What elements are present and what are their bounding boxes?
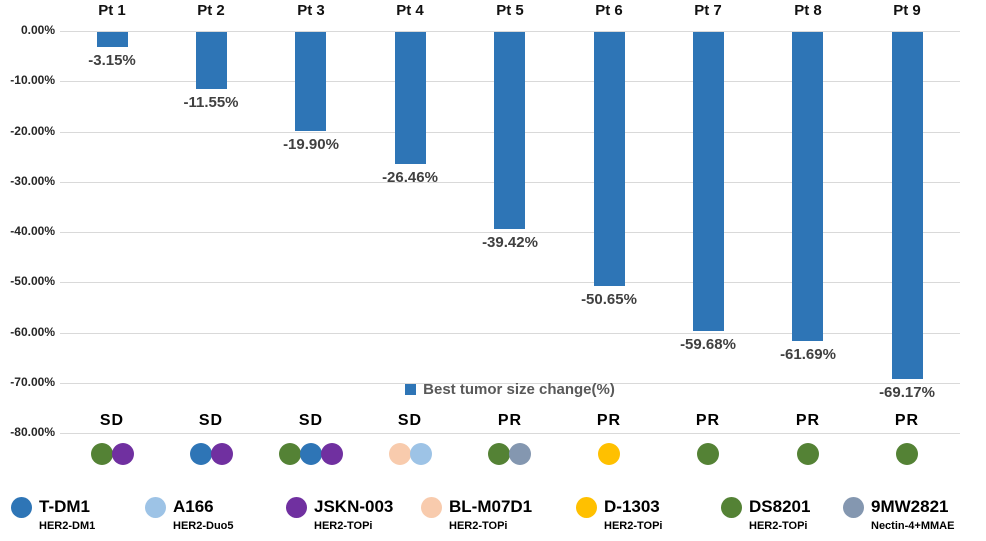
gridline [60, 433, 960, 434]
y-axis-tick-label: -80.00% [10, 425, 55, 439]
drug-dot-bl-m07d1 [389, 443, 411, 465]
series-legend: Best tumor size change(%) [60, 381, 960, 398]
category-label-pt-3: Pt 3 [297, 2, 325, 19]
category-label-pt-2: Pt 2 [197, 2, 225, 19]
gridline [60, 232, 960, 233]
response-label: PR [695, 412, 721, 429]
bar-value-label: -50.65% [581, 291, 637, 308]
drug-dot-ds8201 [488, 443, 510, 465]
y-axis-tick-label: -50.00% [10, 274, 55, 288]
y-axis-tick-label: -60.00% [10, 325, 55, 339]
drug-dot-ds8201 [797, 443, 819, 465]
response-label: SD [397, 412, 423, 429]
bar-pt-4 [395, 32, 426, 164]
response-label: PR [894, 412, 920, 429]
response-label: PR [795, 412, 821, 429]
category-label-pt-1: Pt 1 [98, 2, 126, 19]
drug-dot-a166 [410, 443, 432, 465]
y-axis-tick-label: -30.00% [10, 174, 55, 188]
bar-pt-5 [494, 32, 525, 229]
y-axis-tick-label: -70.00% [10, 375, 55, 389]
bar-value-label: -59.68% [680, 336, 736, 353]
bar-pt-1 [97, 32, 128, 47]
category-label-pt-6: Pt 6 [595, 2, 623, 19]
bar-value-label: -61.69% [780, 346, 836, 363]
drug-dot-t-dm1 [190, 443, 212, 465]
bar-value-label: -3.15% [88, 52, 136, 69]
response-label: PR [596, 412, 622, 429]
series-legend-label: Best tumor size change(%) [423, 381, 615, 398]
bar-pt-8 [792, 32, 823, 341]
drug-dot-d-1303 [598, 443, 620, 465]
drug-dot-jskn-003 [321, 443, 343, 465]
bar-value-label: -26.46% [382, 169, 438, 186]
drug-dot-ds8201 [697, 443, 719, 465]
series-legend-marker-icon [405, 384, 417, 395]
drug-dot-ds8201 [896, 443, 918, 465]
drug-dot-ds8201 [91, 443, 113, 465]
response-label: PR [497, 412, 523, 429]
bar-pt-6 [594, 32, 625, 286]
drug-dot-ds8201 [279, 443, 301, 465]
category-label-pt-7: Pt 7 [694, 2, 722, 19]
category-label-pt-4: Pt 4 [396, 2, 424, 19]
category-label-pt-8: Pt 8 [794, 2, 822, 19]
gridline [60, 31, 960, 32]
bar-value-label: -19.90% [283, 136, 339, 153]
category-label-pt-9: Pt 9 [893, 2, 921, 19]
y-axis-tick-label: -20.00% [10, 124, 55, 138]
gridline [60, 333, 960, 334]
y-axis-tick-label: -10.00% [10, 73, 55, 87]
bar-pt-9 [892, 32, 923, 379]
bar-pt-7 [693, 32, 724, 331]
gridline [60, 282, 960, 283]
y-axis-tick-label: 0.00% [20, 23, 55, 37]
drug-dot-jskn-003 [211, 443, 233, 465]
drug-dot-t-dm1 [300, 443, 322, 465]
response-label: SD [99, 412, 125, 429]
response-label: SD [198, 412, 224, 429]
gridline [60, 383, 960, 384]
bar-pt-2 [196, 32, 227, 89]
drug-dot-jskn-003 [112, 443, 134, 465]
bar-pt-3 [295, 32, 326, 131]
bar-value-label: -69.17% [879, 384, 935, 401]
category-label-pt-5: Pt 5 [496, 2, 524, 19]
y-axis-tick-label: -40.00% [10, 224, 55, 238]
drug-dot-9mw2821 [509, 443, 531, 465]
bar-value-label: -11.55% [183, 94, 239, 111]
response-label: SD [298, 412, 324, 429]
bar-value-label: -39.42% [482, 234, 538, 251]
